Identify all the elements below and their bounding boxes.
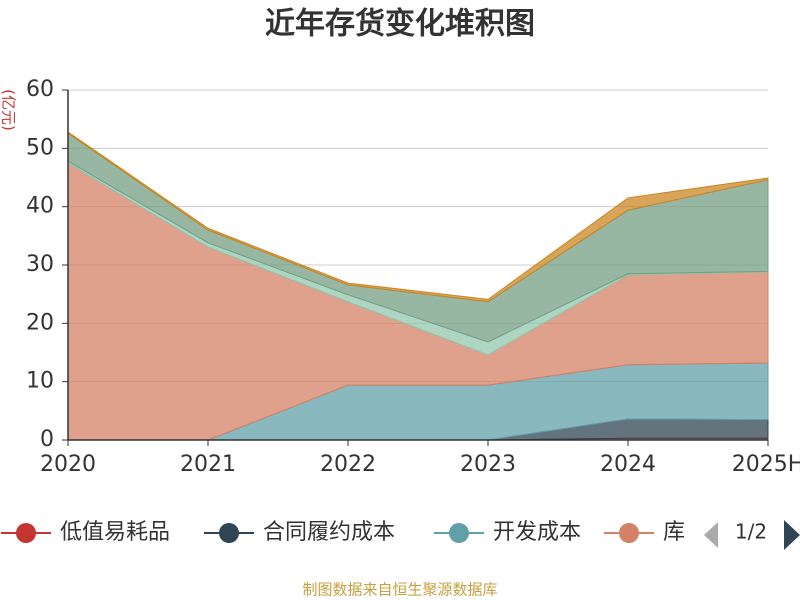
y-tick-label: 60 bbox=[26, 77, 54, 102]
legend-page: 1/2 bbox=[735, 520, 767, 544]
y-tick-label: 20 bbox=[26, 310, 54, 335]
legend-marker bbox=[619, 523, 639, 543]
legend-marker bbox=[449, 523, 469, 543]
legend-prev[interactable] bbox=[704, 522, 718, 548]
y-tick-label: 30 bbox=[26, 252, 54, 277]
legend-marker bbox=[219, 523, 239, 543]
x-tick-label: 2020 bbox=[40, 452, 96, 477]
x-tick-label: 2025H bbox=[732, 452, 800, 477]
chart-title: 近年存货变化堆积图 bbox=[265, 7, 535, 42]
plot-area: 0 10 20 30 40 50 60 2020 2021 2022 2023 2024 2025H bbox=[26, 77, 800, 477]
legend-label: 库 bbox=[663, 520, 685, 545]
y-tick-label: 40 bbox=[26, 194, 54, 219]
x-tick-label: 2024 bbox=[600, 452, 656, 477]
x-tick-label: 2021 bbox=[180, 452, 236, 477]
y-axis-unit: (亿元) bbox=[0, 89, 18, 131]
y-tick-label: 0 bbox=[40, 427, 54, 452]
legend-next[interactable] bbox=[784, 520, 800, 550]
legend-label: 合同履约成本 bbox=[263, 520, 395, 545]
legend-marker bbox=[16, 523, 36, 543]
x-tick-label: 2023 bbox=[460, 452, 516, 477]
y-tick-label: 10 bbox=[26, 369, 54, 394]
area bbox=[67, 131, 769, 303]
y-tick-label: 50 bbox=[26, 135, 54, 160]
x-tick-label: 2022 bbox=[320, 452, 376, 477]
legend-label: 开发成本 bbox=[493, 520, 581, 545]
legend: 低值易耗品 合同履约成本 开发成本 库 bbox=[1, 520, 685, 545]
legend-label: 低值易耗品 bbox=[60, 520, 170, 545]
source-note: 制图数据来自恒生聚源数据库 bbox=[302, 581, 497, 599]
